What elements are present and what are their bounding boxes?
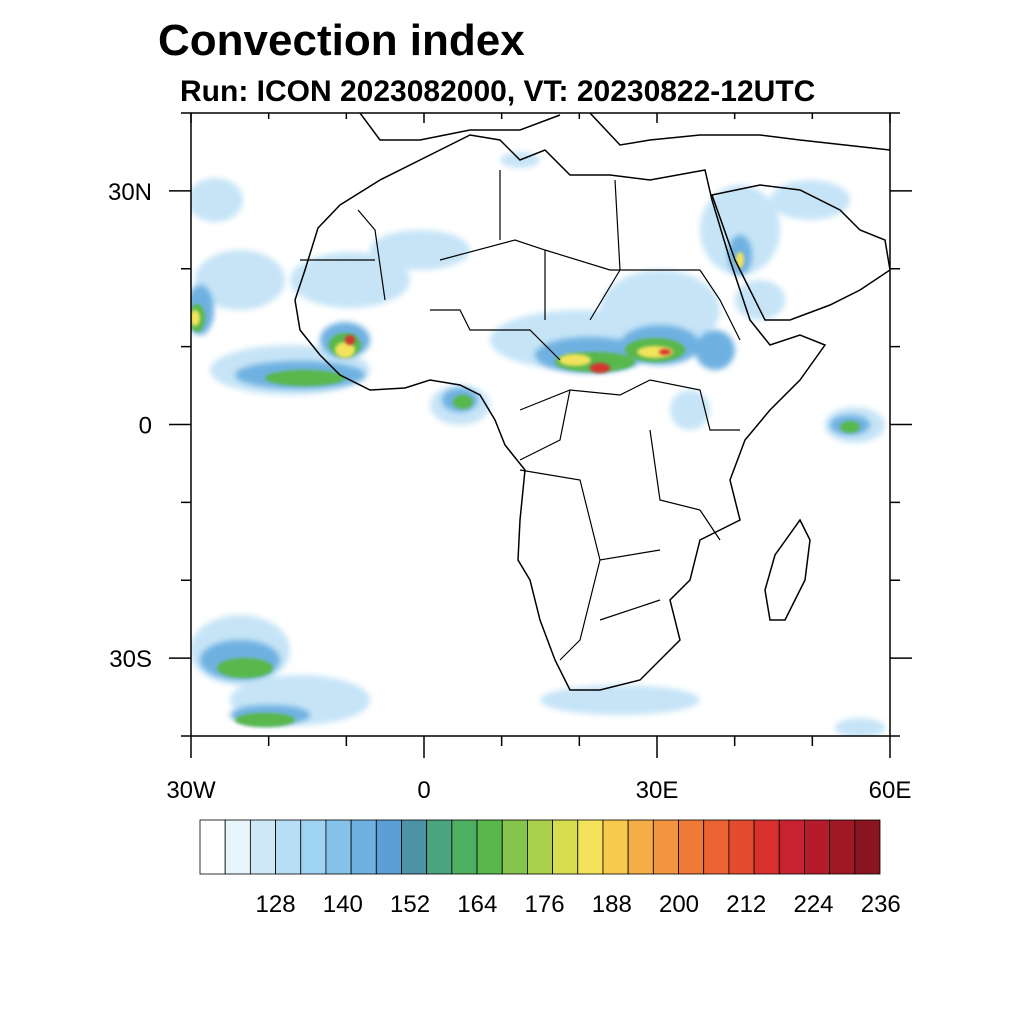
- colorbar-swatch: [854, 819, 881, 875]
- lon-tick-label: 60E: [869, 777, 912, 804]
- colorbar-swatch: [728, 819, 755, 875]
- colorbar-swatch: [249, 819, 276, 875]
- figure-title: Convection index: [158, 16, 525, 65]
- colorbar-swatch: [753, 819, 780, 875]
- colorbar-swatch: [300, 819, 327, 875]
- colorbar-swatch: [804, 819, 831, 875]
- colorbar-swatch: [199, 819, 226, 875]
- lon-tick-label: 30E: [636, 777, 679, 804]
- colorbar: [199, 819, 881, 875]
- country-borders: [300, 170, 741, 661]
- madagascar-coastline: [764, 518, 811, 621]
- convection-very-high: [191, 252, 744, 366]
- colorbar-swatch: [527, 819, 553, 875]
- colorbar-label: 200: [659, 891, 699, 918]
- coastlines: [294, 113, 890, 691]
- colorbar-label: 164: [457, 891, 497, 918]
- colorbar-swatch: [325, 819, 352, 875]
- colorbar-swatch: [627, 819, 654, 875]
- colorbar-label: 152: [390, 891, 430, 918]
- colorbar-label: 236: [861, 891, 901, 918]
- figure-subtitle: Run: ICON 2023082000, VT: 20230822-12UTC: [180, 75, 815, 108]
- lat-tick-label: 0: [139, 413, 152, 440]
- colorbar-swatch: [678, 819, 705, 875]
- colorbar-swatch: [577, 819, 604, 875]
- colorbar-swatch: [501, 819, 528, 875]
- colorbar-swatch: [778, 819, 805, 875]
- africa-coastline: [294, 134, 827, 691]
- colorbar-label: 212: [726, 891, 766, 918]
- lat-tick-label: 30N: [108, 179, 152, 206]
- axis-tick-labels: 30W 0 30E 60E 30N 0 30S: [108, 179, 911, 804]
- colorbar-swatch: [451, 819, 478, 875]
- colorbar-swatch: [476, 819, 503, 875]
- colorbar-swatch: [703, 819, 730, 875]
- colorbar-label: 140: [323, 891, 363, 918]
- convection-field: [191, 152, 885, 736]
- colorbar-swatch: [224, 819, 251, 875]
- colorbar-swatch: [350, 819, 377, 875]
- axis-ticks: [169, 112, 912, 758]
- lon-tick-label: 30W: [166, 777, 216, 804]
- colorbar-swatch: [401, 819, 428, 875]
- arabia-coastline: [711, 184, 890, 321]
- colorbar-swatch: [829, 819, 856, 875]
- colorbar-label: 224: [793, 891, 833, 918]
- colorbar-label: 176: [525, 891, 565, 918]
- colorbar-swatch: [552, 819, 579, 875]
- colorbar-swatch: [602, 819, 629, 875]
- colorbar-swatch: [275, 819, 302, 875]
- europe-coastline: [359, 113, 890, 151]
- colorbar-label: 188: [592, 891, 632, 918]
- colorbar-labels: 128 140 152 164 176 188 200 212 224 236: [256, 891, 901, 918]
- colorbar-label: 128: [256, 891, 296, 918]
- convection-extreme: [345, 335, 671, 373]
- map-panel: 30W 0 30E 60E 30N 0 30S: [108, 112, 912, 804]
- lat-tick-label: 30S: [109, 646, 152, 673]
- colorbar-swatch: [426, 819, 453, 875]
- lon-tick-label: 0: [417, 777, 430, 804]
- colorbar-swatch: [652, 819, 679, 875]
- colorbar-swatch: [375, 819, 402, 875]
